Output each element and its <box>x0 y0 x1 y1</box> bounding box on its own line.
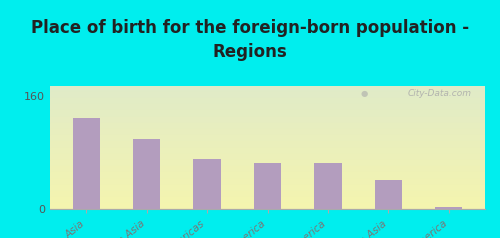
Text: ●: ● <box>360 89 368 98</box>
Bar <box>50 160 485 166</box>
Bar <box>50 86 485 92</box>
Bar <box>50 203 485 209</box>
Bar <box>50 98 485 104</box>
Bar <box>254 164 281 209</box>
Bar <box>314 164 342 209</box>
Bar <box>50 197 485 203</box>
Bar <box>50 110 485 117</box>
Bar <box>72 118 100 209</box>
Bar <box>50 141 485 148</box>
Text: City-Data.com: City-Data.com <box>408 89 472 98</box>
Bar <box>50 185 485 191</box>
Bar <box>50 172 485 178</box>
Bar <box>435 207 462 209</box>
Bar <box>133 139 160 209</box>
Bar <box>50 135 485 141</box>
Bar <box>374 180 402 209</box>
Bar <box>50 117 485 123</box>
Bar <box>50 191 485 197</box>
Bar <box>50 166 485 172</box>
Bar <box>50 104 485 110</box>
Bar <box>50 92 485 98</box>
Bar <box>50 178 485 185</box>
Bar <box>194 159 220 209</box>
Bar <box>50 129 485 135</box>
Bar <box>50 123 485 129</box>
Text: Place of birth for the foreign-born population -
Regions: Place of birth for the foreign-born popu… <box>31 19 469 61</box>
Bar <box>50 148 485 154</box>
Bar <box>50 154 485 160</box>
